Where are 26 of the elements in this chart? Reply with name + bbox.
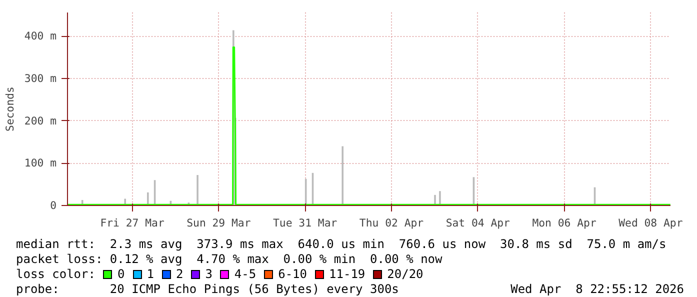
text: probe: 20 ICMP Echo Pings (56 Bytes) every 300s — [16, 282, 399, 297]
y-tick-label: 300 m — [24, 72, 56, 86]
y-tick-label: 200 m — [24, 114, 56, 128]
y-axis-title: Seconds — [3, 86, 16, 132]
legend-title: loss color: — [16, 267, 96, 281]
text: packet loss: 0.12 % avg 4.70 % max 0.00 % min 0.00 % now — [16, 252, 444, 267]
x-tick-label: Fri 27 Mar — [100, 216, 165, 230]
x-tick-label: Sat 04 Apr — [446, 216, 511, 230]
legend-label: 3 — [205, 267, 212, 281]
y-tick-label: 100 m — [24, 156, 56, 170]
text: Wed Apr 8 22:55:12 2026 — [510, 282, 684, 297]
x-tick-label: Wed 08 Apr — [618, 216, 684, 230]
legend-label: 0 — [117, 267, 125, 281]
x-tick-label: Sun 29 Mar — [186, 216, 252, 230]
x-tick-label: Tue 31 Mar — [273, 216, 338, 230]
legend-label: 1 — [146, 267, 154, 281]
legend-label: 4-5 — [234, 267, 256, 281]
legend-label: 20/20 — [387, 267, 424, 281]
legend-label: 11-19 — [329, 267, 366, 281]
y-tick-label: 0 — [50, 199, 57, 212]
text: median rtt: 2.3 ms avg 373.9 ms max 640.0 us min 760.6 us now 30.8 ms sd 75.0 m am/s — [16, 237, 668, 252]
y-tick-label: 400 m — [24, 30, 56, 43]
legend-label: 6-10 — [278, 267, 308, 281]
x-tick-label: Mon 06 Apr — [532, 216, 597, 230]
legend-label: 2 — [176, 267, 184, 281]
x-tick-label: Thu 02 Apr — [359, 216, 424, 230]
